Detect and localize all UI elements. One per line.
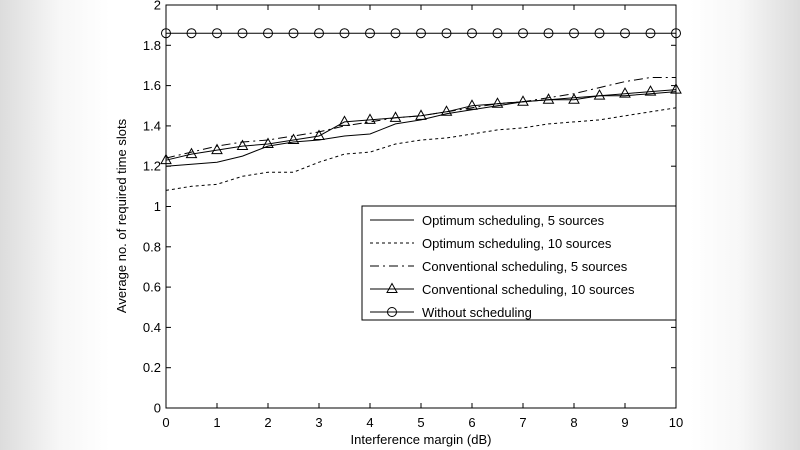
x-tick-label: 3 [315, 415, 322, 430]
data-point-triangle [440, 105, 453, 116]
x-tick-label: 2 [264, 415, 271, 430]
series-line [165, 91, 677, 167]
series-2 [165, 107, 677, 191]
data-point-triangle [338, 115, 351, 126]
x-tick-label: 9 [621, 415, 628, 430]
data-point-circle [569, 28, 579, 39]
data-point-circle [441, 28, 452, 39]
series-line [165, 89, 677, 161]
x-tick-label: 4 [366, 415, 373, 430]
data-point-circle [365, 28, 375, 39]
data-point-triangle [313, 129, 325, 140]
x-tick-label: 10 [669, 415, 683, 430]
legend-label: Without scheduling [422, 305, 532, 320]
data-point-circle [339, 28, 350, 39]
y-tick-label: 1 [154, 199, 161, 214]
data-point-triangle [415, 109, 427, 120]
data-point-circle [492, 28, 503, 39]
data-point-triangle [517, 95, 529, 106]
data-point-triangle [262, 137, 274, 149]
legend-entry: Conventional scheduling, 10 sources [370, 282, 635, 297]
data-point-circle [467, 28, 477, 39]
y-tick-label: 0.4 [143, 320, 161, 335]
legend-label: Optimum scheduling, 5 sources [422, 213, 605, 228]
data-point-circle [416, 28, 426, 39]
data-point-circle [390, 28, 401, 39]
data-point-triangle [287, 133, 300, 145]
data-point-circle [543, 28, 554, 39]
legend-box [361, 205, 677, 321]
data-point-circle [237, 28, 248, 39]
data-point-triangle [568, 93, 580, 104]
x-tick-label: 0 [162, 415, 169, 430]
data-point-triangle [364, 113, 376, 124]
y-tick-label: 0 [154, 401, 161, 416]
data-point-circle [645, 28, 656, 39]
series-layer [160, 28, 682, 191]
data-point-triangle [542, 93, 555, 104]
y-tick-label: 1.6 [143, 78, 161, 93]
x-tick-label: 5 [417, 415, 424, 430]
y-tick-label: 1.8 [143, 38, 161, 53]
data-point-triangle [389, 111, 402, 122]
data-point-circle [263, 28, 273, 39]
x-tick-label: 1 [213, 415, 220, 430]
legend-entry: Optimum scheduling, 5 sources [370, 213, 605, 228]
data-point-triangle [185, 147, 198, 159]
data-point-triangle [236, 139, 249, 151]
x-tick-label: 8 [570, 415, 577, 430]
y-tick-label: 1.4 [143, 118, 161, 133]
series-line [165, 107, 677, 191]
series-1 [165, 91, 677, 167]
data-point-circle [186, 28, 197, 39]
legend-entry: Conventional scheduling, 5 sources [370, 259, 628, 274]
data-point-triangle [619, 87, 631, 98]
series-4 [160, 83, 682, 165]
y-tick-label: 0.2 [143, 360, 161, 375]
legend-label: Conventional scheduling, 10 sources [422, 282, 635, 297]
legend-label: Optimum scheduling, 10 sources [422, 236, 612, 251]
data-point-circle [387, 307, 397, 317]
x-tick-label: 7 [519, 415, 526, 430]
y-tick-label: 2 [154, 0, 161, 13]
legend-label: Conventional scheduling, 5 sources [422, 259, 628, 274]
legend: Optimum scheduling, 5 sources Optimum sch… [361, 205, 677, 321]
legend-entry: Optimum scheduling, 10 sources [370, 236, 612, 251]
data-point-circle [594, 28, 605, 39]
data-point-triangle [644, 85, 657, 96]
data-point-triangle [491, 97, 504, 108]
data-point-triangle [211, 143, 223, 155]
data-point-circle [161, 28, 171, 39]
legend-entry: Without scheduling [370, 305, 532, 320]
axis-ticks: 0 1 2 3 4 5 6 7 8 9 10 0 0.2 0.4 0.6 0.8 1 1.2 1.4 1.6 1.8 2 [143, 0, 683, 430]
data-point-triangle [386, 282, 398, 293]
data-point-circle [288, 28, 299, 39]
data-point-circle [518, 28, 528, 39]
data-point-circle [314, 28, 324, 39]
y-tick-label: 0.6 [143, 280, 161, 295]
data-point-triangle [466, 99, 478, 110]
y-tick-label: 0.8 [143, 239, 161, 254]
data-point-triangle [593, 89, 606, 100]
series-5 [161, 28, 681, 39]
data-point-circle [620, 28, 630, 39]
data-point-circle [212, 28, 222, 39]
data-point-triangle [670, 83, 682, 94]
data-point-triangle [160, 153, 172, 165]
data-point-circle [671, 28, 681, 39]
x-tick-label: 6 [468, 415, 475, 430]
y-axis-label: Average no. of required time slots [114, 118, 129, 313]
y-tick-label: 1.2 [143, 159, 161, 174]
x-axis-label: Interference margin (dB) [351, 432, 492, 447]
